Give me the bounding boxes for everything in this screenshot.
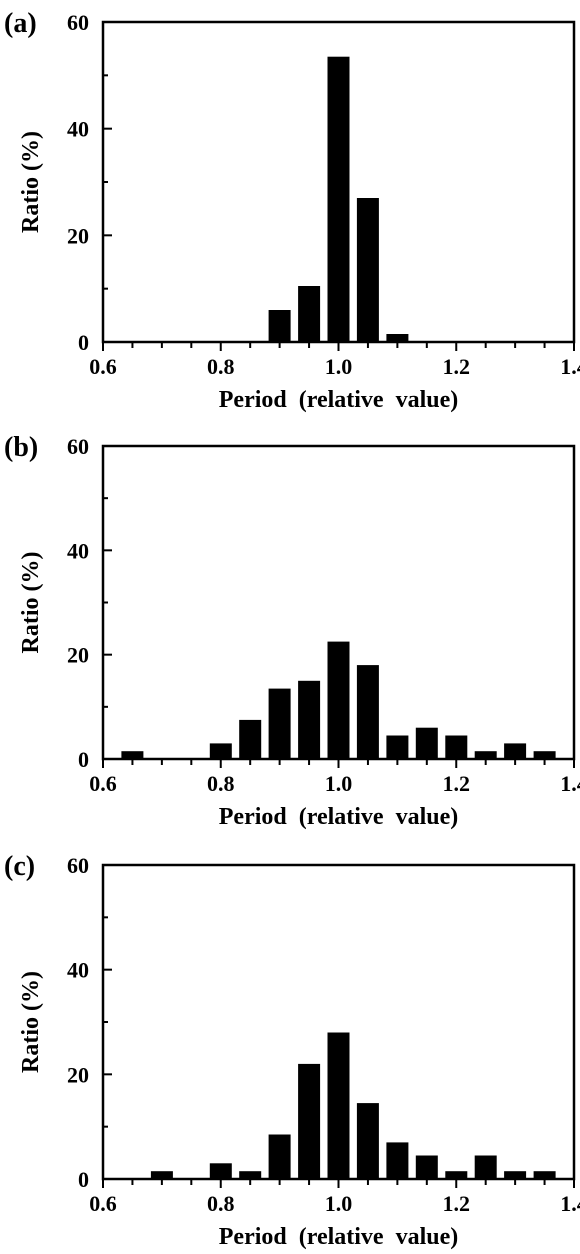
x-axis-label: Period (relative value) [219, 804, 458, 830]
chart-panel: 0.6 0.8 1.0 1.2 1.4 0 20 40 60 Period (relative v… [4, 8, 580, 413]
y-tick-label: 20 [67, 643, 89, 668]
x-tick-label: 1.4 [560, 1191, 580, 1216]
panel-label: (c) [4, 851, 35, 882]
bar [298, 1063, 321, 1179]
bar [150, 1171, 173, 1179]
x-tick-label: 0.8 [207, 354, 235, 379]
y-tick-label: 20 [67, 1062, 89, 1087]
bar [121, 751, 144, 759]
bar [239, 719, 262, 759]
y-tick-label: 60 [67, 434, 89, 459]
bar [356, 665, 379, 759]
x-tick-label: 0.6 [89, 1191, 117, 1216]
y-axis-label: Ratio (%) [18, 552, 44, 654]
bar [356, 198, 379, 342]
x-tick-label: 0.6 [89, 771, 117, 796]
x-tick-label: 1.4 [560, 771, 580, 796]
bar [386, 1142, 409, 1179]
bar [415, 1155, 438, 1179]
bar [504, 1171, 527, 1179]
chart-panel: 0.6 0.8 1.0 1.2 1.4 0 20 40 60 Period (relative v… [4, 432, 580, 830]
bar [445, 735, 468, 759]
y-tick-label: 0 [78, 330, 89, 355]
y-tick-label: 40 [67, 958, 89, 983]
bar [533, 1171, 556, 1179]
bar [504, 743, 527, 759]
y-tick-label: 40 [67, 538, 89, 563]
bar [386, 334, 409, 342]
x-tick-label: 1.0 [325, 771, 353, 796]
panel-label: (b) [4, 432, 38, 463]
bar [239, 1171, 262, 1179]
bar [209, 743, 232, 759]
bar [474, 751, 497, 759]
y-tick-label: 40 [67, 117, 89, 142]
y-tick-label: 60 [67, 10, 89, 35]
bar [415, 727, 438, 759]
x-tick-label: 1.4 [560, 354, 580, 379]
bar [327, 641, 350, 759]
y-tick-label: 60 [67, 853, 89, 878]
bar [298, 286, 321, 342]
bar [474, 1155, 497, 1179]
x-tick-label: 1.2 [443, 354, 471, 379]
y-tick-label: 0 [78, 1167, 89, 1192]
bar [533, 751, 556, 759]
bar [386, 735, 409, 759]
x-axis-label: Period (relative value) [219, 387, 458, 413]
x-tick-label: 0.8 [207, 1191, 235, 1216]
y-tick-label: 0 [78, 747, 89, 772]
y-axis-label: Ratio (%) [18, 131, 44, 233]
bar [327, 1032, 350, 1179]
x-tick-label: 1.0 [325, 1191, 353, 1216]
x-tick-label: 0.8 [207, 771, 235, 796]
y-axis-label: Ratio (%) [18, 971, 44, 1073]
bar [298, 680, 321, 760]
bar [268, 1134, 291, 1179]
chart-panel: 0.6 0.8 1.0 1.2 1.4 0 20 40 60 Period (relative v… [4, 851, 580, 1250]
panel-label: (a) [4, 8, 37, 39]
bar [268, 688, 291, 759]
bar [209, 1163, 232, 1179]
bar [327, 56, 350, 342]
x-tick-label: 1.0 [325, 354, 353, 379]
x-tick-label: 1.2 [443, 771, 471, 796]
x-axis-label: Period (relative value) [219, 1224, 458, 1250]
x-tick-label: 0.6 [89, 354, 117, 379]
bar [445, 1171, 468, 1179]
bar [268, 310, 291, 342]
bar [356, 1103, 379, 1179]
y-tick-label: 20 [67, 223, 89, 248]
x-tick-label: 1.2 [443, 1191, 471, 1216]
